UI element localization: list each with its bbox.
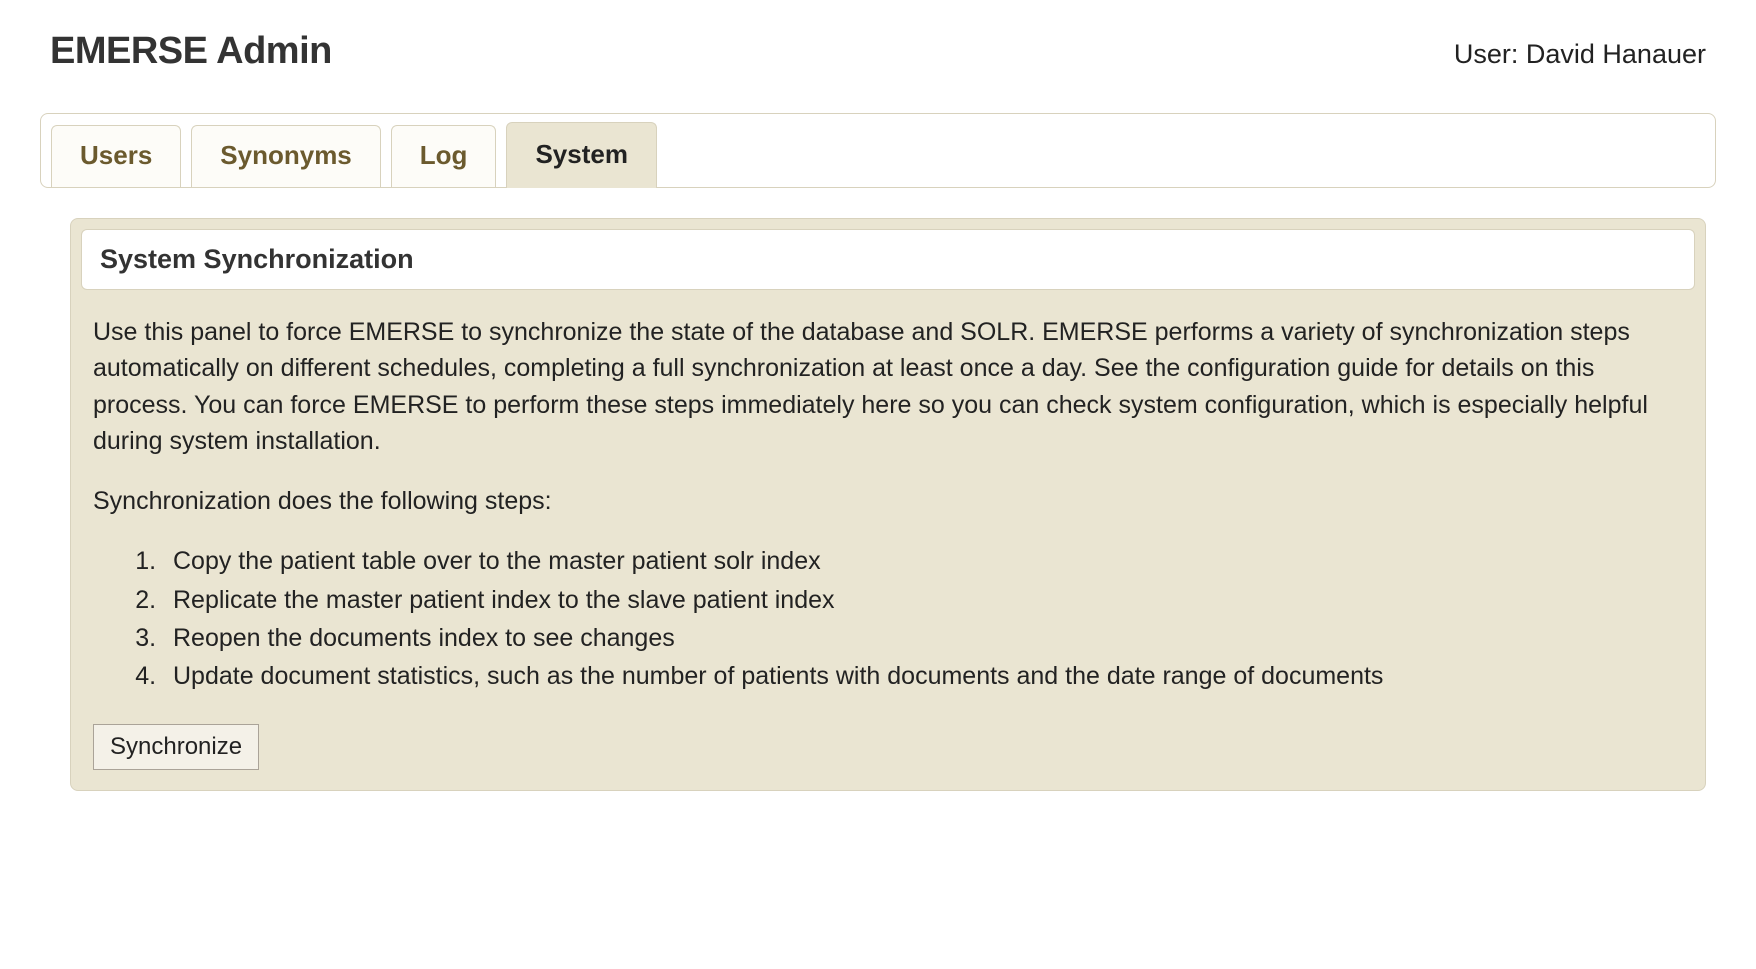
- tab-synonyms[interactable]: Synonyms: [191, 125, 381, 187]
- step-item: Update document statistics, such as the …: [163, 658, 1683, 694]
- app-title: EMERSE Admin: [50, 30, 332, 73]
- tab-users[interactable]: Users: [51, 125, 181, 187]
- user-prefix: User:: [1454, 39, 1526, 69]
- synchronize-button[interactable]: Synchronize: [93, 724, 259, 770]
- page-header: EMERSE Admin User: David Hanauer: [40, 30, 1716, 73]
- tab-system[interactable]: System: [506, 122, 657, 188]
- user-name: David Hanauer: [1526, 39, 1706, 69]
- panel-body: Use this panel to force EMERSE to synchr…: [81, 306, 1695, 780]
- panel-title: System Synchronization: [81, 229, 1695, 290]
- sync-panel: System Synchronization Use this panel to…: [70, 218, 1706, 791]
- panel-description: Use this panel to force EMERSE to synchr…: [93, 314, 1683, 459]
- step-item: Replicate the master patient index to th…: [163, 582, 1683, 618]
- step-item: Reopen the documents index to see change…: [163, 620, 1683, 656]
- user-label: User: David Hanauer: [1454, 39, 1706, 70]
- tab-bar: Users Synonyms Log System: [51, 122, 1705, 187]
- step-item: Copy the patient table over to the maste…: [163, 543, 1683, 579]
- content-area: System Synchronization Use this panel to…: [70, 218, 1706, 791]
- tab-container: Users Synonyms Log System: [40, 113, 1716, 188]
- steps-list: Copy the patient table over to the maste…: [163, 543, 1683, 694]
- tab-log[interactable]: Log: [391, 125, 497, 187]
- steps-intro: Synchronization does the following steps…: [93, 483, 1683, 519]
